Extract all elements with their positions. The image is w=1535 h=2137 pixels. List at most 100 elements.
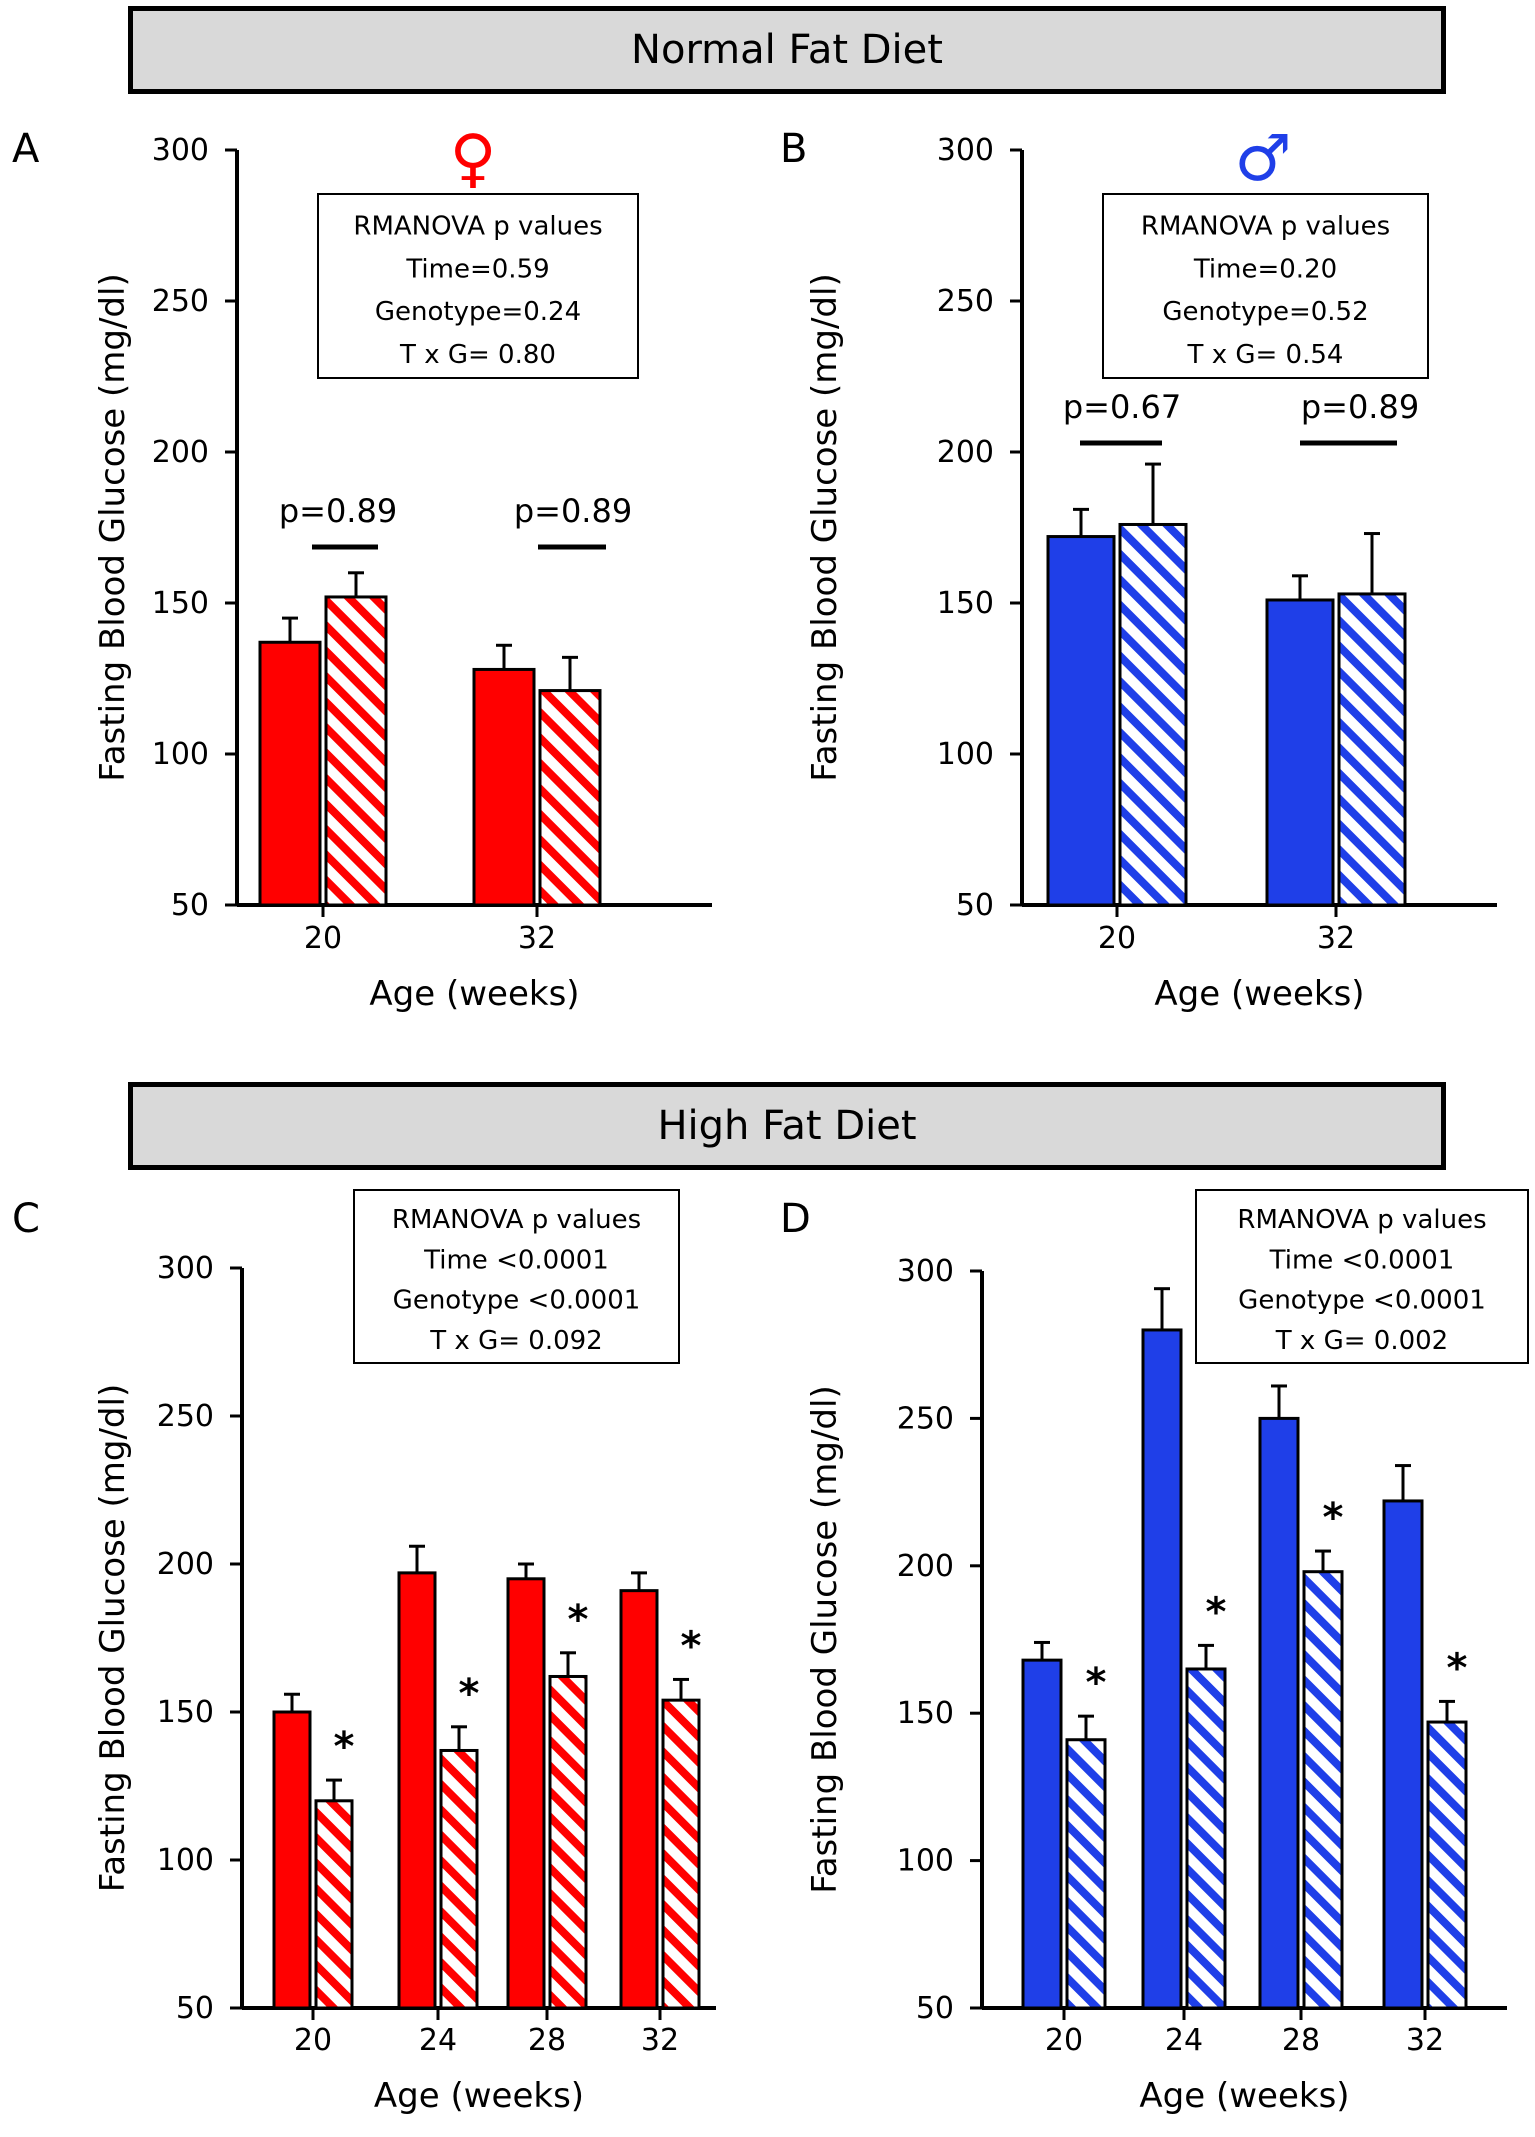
x-tick-label-C: 20 [294, 2023, 332, 2058]
rmanova-line-C: Time <0.0001 [423, 1245, 609, 1275]
y-tick-label-D: 300 [897, 1254, 954, 1289]
male-symbol-icon: ♂ [1234, 122, 1291, 196]
panel-letter-D: D [780, 1196, 811, 1242]
bar-B-solid-20 [1046, 535, 1116, 907]
x-tick-label-D: 20 [1045, 2023, 1083, 2058]
significance-star-D: * [1206, 1589, 1227, 1635]
rmanova-line-A: Time=0.59 [405, 254, 549, 284]
bar-C-solid-20 [272, 1710, 312, 2010]
x-tick-label-D: 32 [1406, 2023, 1444, 2058]
rmanova-line-A: RMANOVA p values [353, 212, 602, 242]
bar-B-solid-32 [1265, 598, 1335, 907]
female-symbol-icon: ♀ [450, 122, 497, 196]
bar-B-hatched-32 [1337, 592, 1407, 907]
y-axis-label-C: Fasting Blood Glucose (mg/dl) [93, 1384, 133, 1892]
rmanova-box-D [1195, 1189, 1529, 1364]
x-axis-label-B: Age (weeks) [1154, 974, 1364, 1014]
significance-star-C: * [568, 1597, 589, 1643]
bar-A-solid-20 [258, 640, 322, 907]
y-tick-label-C: 150 [157, 1695, 214, 1730]
y-tick-label-B: 150 [937, 586, 994, 621]
rmanova-line-B: Time=0.20 [1193, 254, 1337, 284]
x-tick-label-C: 32 [641, 2023, 679, 2058]
rmanova-line-D: Time <0.0001 [1269, 1245, 1455, 1275]
y-tick-label-C: 300 [157, 1251, 214, 1286]
y-tick-label-B: 250 [937, 284, 994, 319]
bar-D-hatched-24 [1185, 1667, 1227, 2010]
panel-letter-A: A [12, 126, 40, 172]
bar-C-solid-28 [506, 1577, 546, 2010]
y-tick-label-D: 50 [916, 1991, 954, 2026]
rmanova-line-D: RMANOVA p values [1237, 1205, 1486, 1235]
significance-star-C: * [334, 1724, 355, 1770]
y-tick-label-B: 200 [937, 435, 994, 470]
high-fat-diet-banner: High Fat Diet [128, 1082, 1446, 1170]
significance-star-D: * [1323, 1495, 1344, 1541]
bar-D-solid-24 [1141, 1328, 1183, 2010]
y-tick-label-A: 50 [171, 888, 209, 923]
bar-A-solid-32 [472, 667, 536, 907]
p-value-label-B: p=0.89 [1301, 388, 1419, 426]
x-tick-label-A: 20 [304, 921, 342, 956]
rmanova-line-D: Genotype <0.0001 [1238, 1286, 1486, 1316]
p-value-label-A: p=0.89 [514, 492, 632, 530]
bar-D-hatched-28 [1302, 1570, 1344, 2010]
bar-A-hatched-20 [324, 595, 388, 907]
rmanova-line-B: Genotype=0.52 [1162, 297, 1368, 327]
bar-C-solid-32 [619, 1589, 659, 2010]
bar-B-hatched-20 [1118, 522, 1188, 907]
x-axis-label-A: Age (weeks) [369, 974, 579, 1014]
y-tick-label-B: 100 [937, 737, 994, 772]
significance-star-C: * [681, 1623, 702, 1669]
x-tick-label-C: 24 [419, 2023, 457, 2058]
x-axis-label-D: Age (weeks) [1139, 2076, 1349, 2116]
y-axis-label-A: Fasting Blood Glucose (mg/dl) [93, 273, 133, 781]
y-tick-label-C: 50 [176, 1991, 214, 2026]
rmanova-box-B [1102, 193, 1429, 379]
y-tick-label-D: 100 [897, 1844, 954, 1879]
bar-D-solid-28 [1258, 1416, 1300, 2010]
bar-D-hatched-20 [1065, 1738, 1107, 2010]
normal-fat-diet-banner: Normal Fat Diet [128, 6, 1446, 94]
rmanova-box-C [353, 1189, 680, 1364]
rmanova-line-B: T x G= 0.54 [1187, 340, 1344, 370]
rmanova-line-A: T x G= 0.80 [399, 340, 556, 370]
bar-C-solid-24 [397, 1571, 437, 2010]
bar-C-hatched-32 [661, 1698, 701, 2010]
y-tick-label-C: 250 [157, 1399, 214, 1434]
x-tick-label-C: 28 [528, 2023, 566, 2058]
y-tick-label-A: 150 [152, 586, 209, 621]
y-tick-label-A: 300 [152, 133, 209, 168]
x-tick-label-A: 32 [518, 921, 556, 956]
bar-C-hatched-24 [439, 1748, 479, 2010]
rmanova-line-A: Genotype=0.24 [375, 297, 581, 327]
x-tick-label-B: 20 [1098, 921, 1136, 956]
rmanova-box-A [317, 193, 639, 379]
y-axis-label-B: Fasting Blood Glucose (mg/dl) [805, 273, 845, 781]
x-axis-label-C: Age (weeks) [374, 2076, 584, 2116]
y-tick-label-B: 50 [956, 888, 994, 923]
y-tick-label-D: 250 [897, 1401, 954, 1436]
y-tick-label-D: 150 [897, 1696, 954, 1731]
y-tick-label-D: 200 [897, 1549, 954, 1584]
rmanova-line-C: Genotype <0.0001 [393, 1286, 641, 1316]
y-tick-label-B: 300 [937, 133, 994, 168]
y-tick-label-C: 100 [157, 1843, 214, 1878]
significance-star-D: * [1086, 1660, 1107, 1706]
bar-C-hatched-28 [548, 1674, 588, 2010]
x-tick-label-B: 32 [1317, 921, 1355, 956]
rmanova-line-B: RMANOVA p values [1141, 212, 1390, 242]
rmanova-line-D: T x G= 0.002 [1275, 1326, 1448, 1356]
y-tick-label-A: 200 [152, 435, 209, 470]
y-tick-label-A: 250 [152, 284, 209, 319]
panel-letter-C: C [12, 1196, 40, 1242]
y-axis-label-D: Fasting Blood Glucose (mg/dl) [805, 1385, 845, 1893]
y-tick-label-A: 100 [152, 737, 209, 772]
bar-D-solid-20 [1021, 1658, 1063, 2010]
p-value-label-A: p=0.89 [279, 492, 397, 530]
bar-A-hatched-32 [538, 689, 602, 907]
bar-D-hatched-32 [1426, 1720, 1468, 2010]
significance-star-D: * [1447, 1645, 1468, 1691]
rmanova-line-C: T x G= 0.092 [429, 1326, 602, 1356]
